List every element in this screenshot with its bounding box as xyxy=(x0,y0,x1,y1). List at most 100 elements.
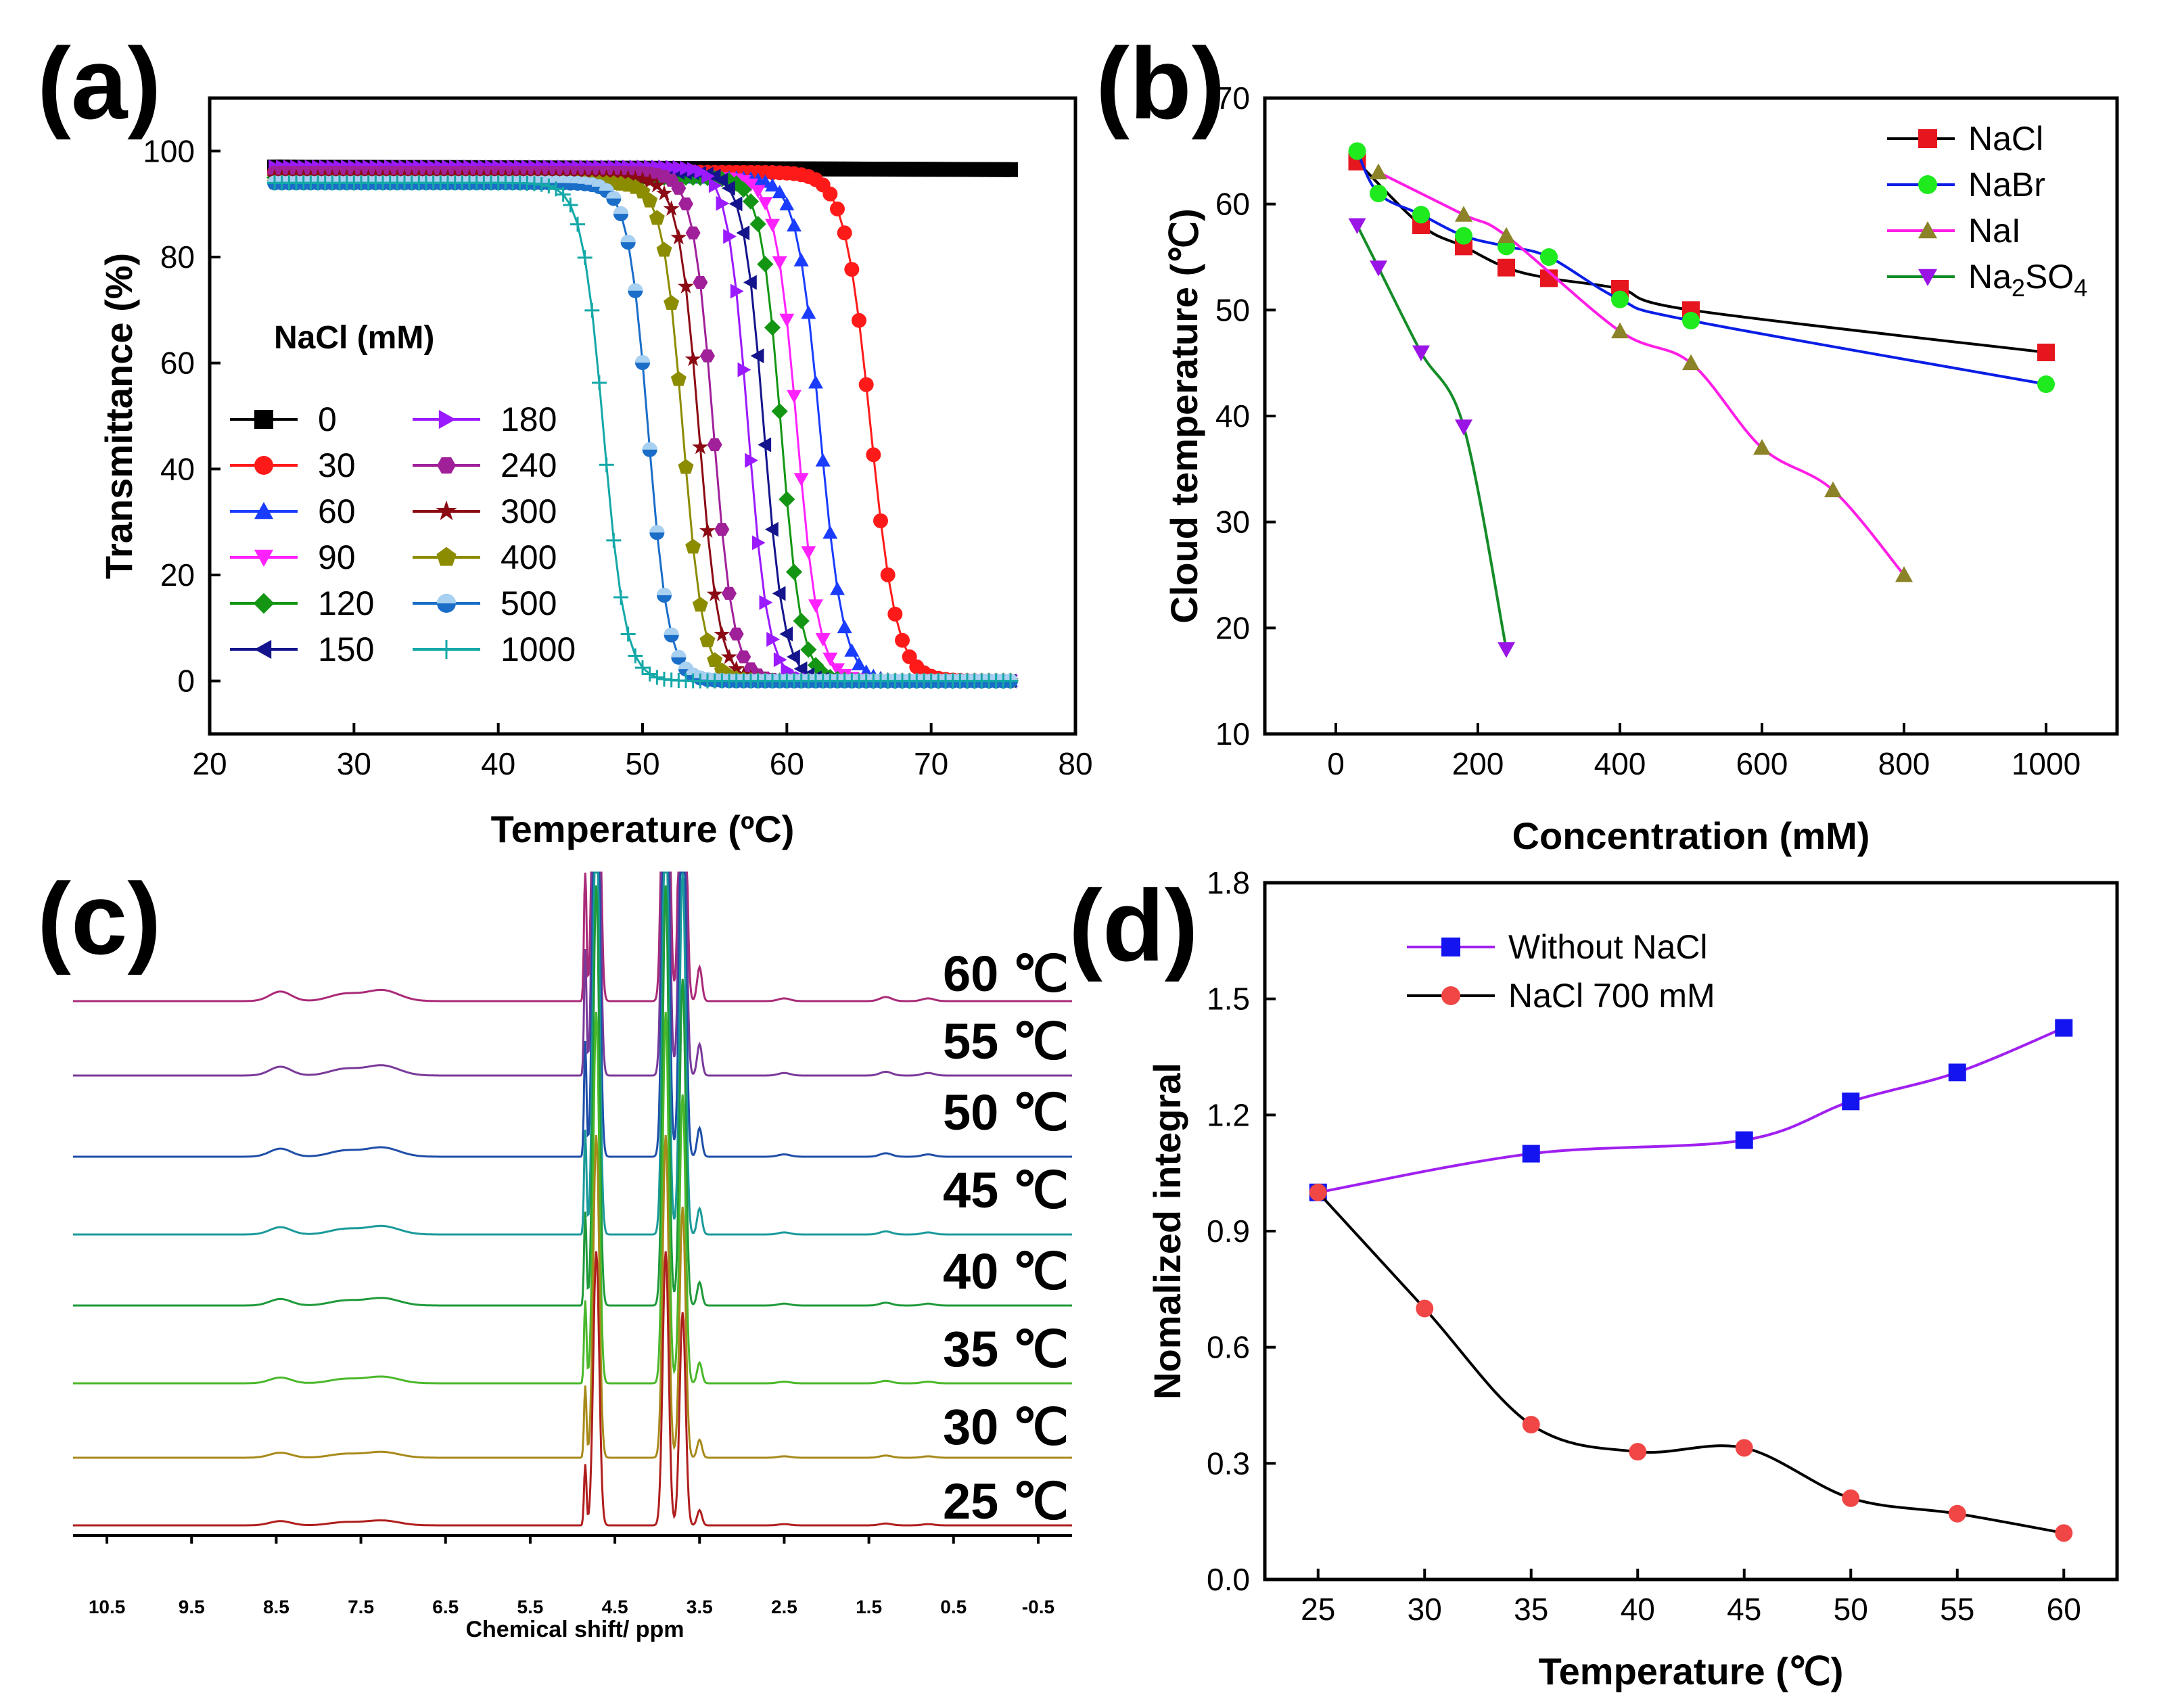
chart-a-point-90 xyxy=(779,313,795,327)
chart-a-point-500-half xyxy=(613,206,628,214)
chart-c-xlabel: Chemical shift/ ppm xyxy=(465,1617,684,1642)
chart-b-xtick-label: 400 xyxy=(1594,746,1646,781)
chart-a-point-500 xyxy=(606,191,622,206)
chart-b-point-NaBr xyxy=(2037,375,2055,393)
chart-a-point-120 xyxy=(779,490,795,508)
chart-d-xtick-label: 50 xyxy=(1834,1592,1868,1627)
chart-a-point-180 xyxy=(759,595,773,610)
chart-c-spectrum-1 xyxy=(73,871,1072,1077)
chart-a-point-1000 xyxy=(592,375,607,390)
chart-a-point-300 xyxy=(663,200,680,216)
chart-a-legend-marker-1000 xyxy=(437,640,456,659)
chart-a-point-1000 xyxy=(620,626,636,642)
chart-a-point-60 xyxy=(830,581,845,595)
chart-a-point-60 xyxy=(815,453,831,467)
chart-a-point-240 xyxy=(685,226,701,239)
chart-a-point-150 xyxy=(743,275,757,290)
chart-b-xtick-label: 1000 xyxy=(2012,746,2081,781)
chart-a-point-120 xyxy=(742,193,760,210)
chart-a-point-180 xyxy=(694,164,708,179)
chart-b-point-NaBr xyxy=(1348,142,1366,160)
chart-a-point-1000 xyxy=(1003,673,1018,689)
chart-a-point-400 xyxy=(670,371,687,386)
chart-a-legend-label-1000: 1000 xyxy=(501,630,576,668)
chart-a-point-300 xyxy=(684,350,701,367)
chart-a-line-90 xyxy=(275,177,1011,683)
chart-d-xtick-label: 45 xyxy=(1727,1592,1761,1627)
chart-d-xtick-label: 30 xyxy=(1408,1592,1442,1627)
chart-b-point-NaI xyxy=(1455,206,1472,222)
chart-c-xtick-label: 6.5 xyxy=(432,1596,459,1617)
chart-a-legend-label-120: 120 xyxy=(318,584,374,622)
chart-d-ytick-label: 0.0 xyxy=(1207,1562,1250,1597)
chart-d-xtick-label: 25 xyxy=(1301,1592,1335,1627)
chart-b-ytick-label: 50 xyxy=(1215,292,1250,327)
chart-a-point-1000 xyxy=(534,177,549,192)
chart-d-line-Without NaCl xyxy=(1318,1026,2065,1194)
chart-a-series-500 xyxy=(267,175,1018,689)
chart-a-point-400 xyxy=(692,597,708,612)
chart-d-series-Without NaCl xyxy=(1309,1019,2073,1201)
chart-b-point-NaCl xyxy=(1498,258,1515,277)
chart-a-point-300 xyxy=(714,626,730,642)
chart-c-xtick-label: 8.5 xyxy=(263,1596,289,1617)
chart-a-legend-marker-500-half xyxy=(437,594,456,603)
chart-a-point-60 xyxy=(822,525,838,539)
chart-c-xtick-label: 10.5 xyxy=(89,1596,126,1617)
chart-d-point-NaCl 700 mM xyxy=(1948,1504,1966,1523)
chart-d-point-Without NaCl xyxy=(1522,1145,1540,1163)
panel-label-a: (a) xyxy=(37,26,161,140)
chart-b-legend-marker-NaCl xyxy=(1918,129,1937,148)
chart-a-point-120 xyxy=(757,256,774,273)
chart-a-point-500-half xyxy=(671,649,687,657)
chart-a-point-30 xyxy=(858,377,874,392)
chart-b-point-NaBr xyxy=(1370,185,1387,202)
chart-a-point-500 xyxy=(635,355,650,371)
chart-d-xlabel: Temperature (℃) xyxy=(1539,1650,1844,1692)
chart-a-line-240 xyxy=(275,171,1011,683)
chart-d-xtick-label: 55 xyxy=(1940,1592,1974,1627)
chart-a-point-120 xyxy=(800,641,817,658)
panel-label-d: (d) xyxy=(1069,869,1199,982)
chart-b-point-NaI xyxy=(1895,566,1913,582)
chart-a-xtick-label: 60 xyxy=(770,746,804,781)
chart-a-point-300 xyxy=(634,170,651,187)
chart-d-legend-marker-NaCl 700 mM xyxy=(1441,986,1460,1005)
chart-b-point-NaBr xyxy=(1682,312,1700,329)
chart-a-point-60 xyxy=(801,305,816,319)
chart-b-point-NaBr xyxy=(1540,248,1558,266)
chart-c-spectrum-7 xyxy=(73,1251,1072,1527)
chart-d-ylabel: Nomalized integral xyxy=(1146,1063,1188,1400)
chart-a-point-150 xyxy=(714,172,728,188)
chart-a-point-400 xyxy=(707,652,723,667)
chart-a-point-300 xyxy=(692,438,709,455)
chart-b-point-NaI xyxy=(1824,481,1842,498)
chart-d-ytick-label: 0.3 xyxy=(1207,1446,1250,1481)
chart-a-point-400 xyxy=(664,295,680,310)
chart-c-xtick-label: 2.5 xyxy=(771,1596,797,1617)
chart-a-legend-title: NaCl (mM) xyxy=(274,320,434,356)
chart-a-point-180 xyxy=(680,160,693,176)
chart-a-xtick-label: 80 xyxy=(1058,746,1092,781)
chart-a-point-60 xyxy=(765,178,780,192)
chart-a-point-500-half xyxy=(664,627,679,635)
chart-b-series-NaI xyxy=(1370,163,1913,582)
chart-a-point-60 xyxy=(852,657,866,670)
chart-a-series-400 xyxy=(266,175,1019,688)
chart-b-point-NaI xyxy=(1370,163,1387,180)
chart-a-point-500-half xyxy=(599,183,614,191)
chart-d-point-NaCl 700 mM xyxy=(1629,1443,1647,1461)
chart-c-spectrum-4 xyxy=(73,885,1072,1307)
chart-a-line-1000 xyxy=(275,181,1011,683)
chart-a-point-500 xyxy=(649,525,665,540)
chart-a-ytick-label: 40 xyxy=(160,451,195,486)
chart-a-point-180 xyxy=(687,162,701,177)
chart-a-line-180 xyxy=(275,166,1011,683)
chart-a-line-400 xyxy=(275,181,1011,683)
chart-a-point-500 xyxy=(642,442,657,457)
chart-c-spectrum-0 xyxy=(73,871,1072,1002)
chart-a-xtick-label: 40 xyxy=(481,746,515,781)
chart-a-point-500 xyxy=(613,206,628,222)
chart-a-legend-marker-0 xyxy=(254,410,273,429)
chart-a-point-1000 xyxy=(584,302,600,318)
